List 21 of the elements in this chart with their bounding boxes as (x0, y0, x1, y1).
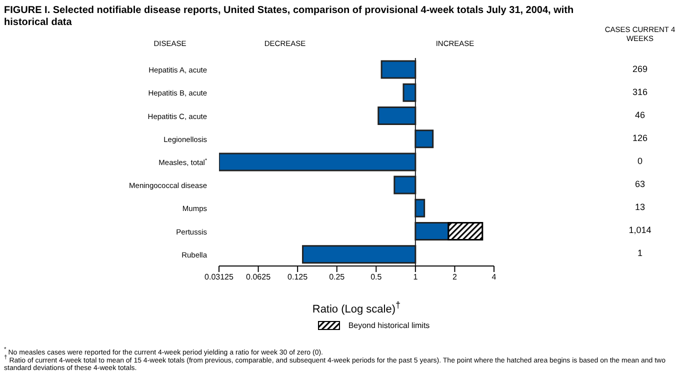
text: 0 (636, 156, 644, 166)
x-tick-label: 1 (413, 272, 418, 282)
text: 316 (631, 86, 649, 97)
x-tick-label: 0.125 (288, 272, 308, 282)
x-axis-title: Ratio (Log scale)$^{†}$ (311, 300, 402, 316)
x-tick-label: 4 (492, 272, 497, 282)
bar (448, 222, 484, 241)
text: 126 (631, 132, 649, 143)
text: Beyond historical limits (348, 321, 430, 330)
text: 13 (634, 202, 646, 212)
text: 269 (631, 64, 649, 74)
text: 1 (636, 248, 644, 258)
x-tick-label: 0.5 (370, 272, 382, 282)
text: 1,014 (628, 225, 652, 236)
chart-title: FIGURE I. Selected notifiable disease reports, United States, comparison of provisional 4-week totals July 31, 2004, with historical data (4, 5, 575, 29)
text: 46 (634, 110, 646, 120)
x-tick-label: 0.25 (329, 272, 346, 282)
x-tick-label: 0.0625 (246, 272, 272, 282)
x-tick-label: 0.03125 (204, 272, 234, 282)
x-tick-label: 2 (452, 272, 458, 282)
text: 63 (634, 179, 646, 190)
